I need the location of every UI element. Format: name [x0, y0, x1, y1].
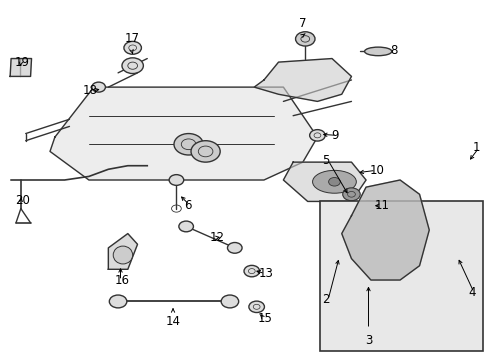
Text: 7: 7: [299, 17, 306, 30]
Text: 10: 10: [369, 164, 384, 177]
Circle shape: [360, 201, 375, 212]
Ellipse shape: [113, 246, 132, 264]
Polygon shape: [283, 162, 366, 202]
Polygon shape: [10, 59, 31, 76]
Text: 1: 1: [472, 141, 480, 154]
Circle shape: [373, 223, 396, 240]
Circle shape: [244, 265, 259, 277]
Circle shape: [92, 82, 105, 92]
Text: 3: 3: [364, 334, 371, 347]
Circle shape: [109, 295, 126, 308]
Text: 16: 16: [115, 274, 129, 287]
Text: 13: 13: [259, 267, 273, 280]
Polygon shape: [108, 234, 137, 269]
Ellipse shape: [364, 47, 391, 56]
Circle shape: [362, 215, 408, 249]
Circle shape: [122, 58, 143, 73]
Polygon shape: [254, 59, 351, 102]
Circle shape: [123, 41, 141, 54]
Text: 2: 2: [322, 293, 329, 306]
Circle shape: [342, 188, 360, 201]
Polygon shape: [341, 180, 428, 280]
Text: 15: 15: [258, 312, 272, 325]
Circle shape: [328, 177, 340, 186]
Text: 6: 6: [183, 198, 191, 212]
Text: 9: 9: [330, 129, 338, 142]
Polygon shape: [50, 87, 317, 180]
Circle shape: [179, 221, 193, 232]
Circle shape: [295, 32, 314, 46]
Text: 17: 17: [124, 32, 139, 45]
Circle shape: [169, 175, 183, 185]
Text: 18: 18: [82, 84, 98, 97]
Ellipse shape: [312, 170, 356, 193]
Circle shape: [227, 243, 242, 253]
Text: 11: 11: [374, 199, 389, 212]
Circle shape: [174, 134, 203, 155]
Text: 14: 14: [165, 315, 180, 328]
Text: 20: 20: [15, 194, 30, 207]
Text: 19: 19: [15, 55, 30, 69]
Circle shape: [439, 249, 457, 261]
Circle shape: [191, 141, 220, 162]
Circle shape: [348, 271, 364, 282]
Text: 5: 5: [322, 154, 329, 167]
Text: 8: 8: [389, 44, 397, 57]
Circle shape: [248, 301, 264, 312]
Bar: [319, 202, 482, 351]
Circle shape: [331, 246, 346, 257]
Text: 4: 4: [467, 286, 475, 299]
Circle shape: [309, 130, 325, 141]
Text: 12: 12: [209, 231, 224, 244]
Circle shape: [221, 295, 238, 308]
